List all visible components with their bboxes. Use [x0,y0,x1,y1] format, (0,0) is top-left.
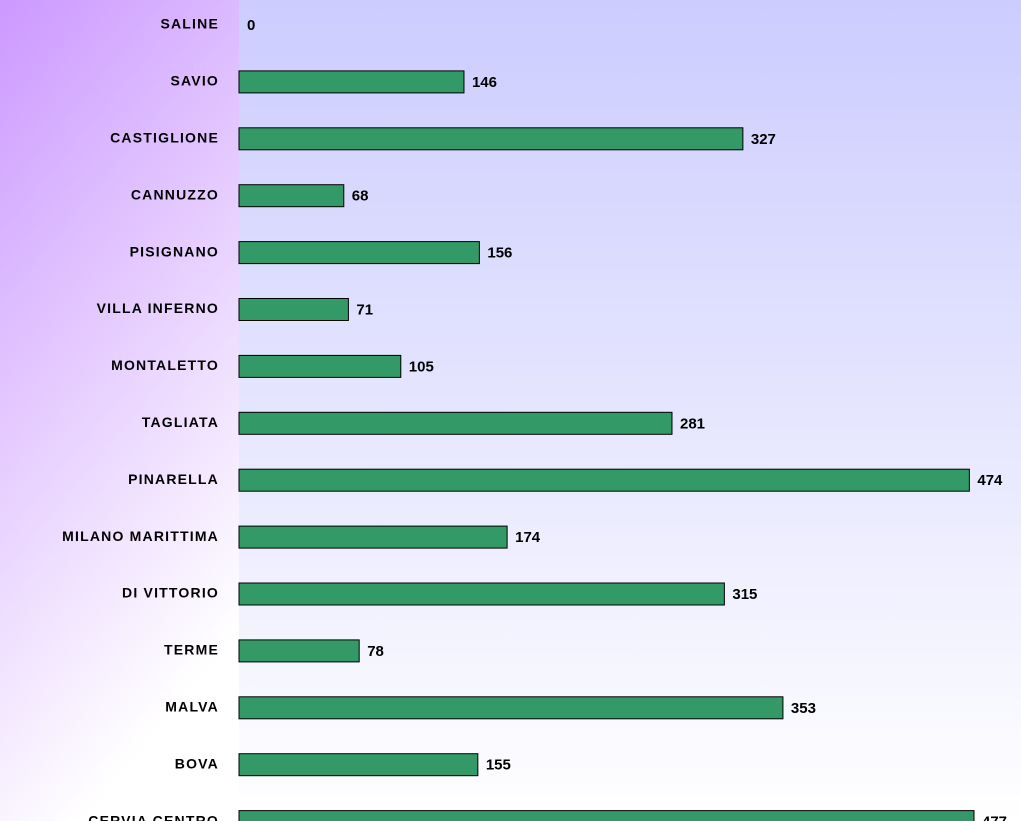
bar [238,696,784,720]
value-label: 174 [515,529,541,546]
value-label: 474 [977,472,1003,489]
value-label: 315 [732,586,757,603]
bar [238,70,465,94]
category-label: SALINE [160,16,219,32]
value-label: 281 [680,415,705,432]
category-label: MILANO MARITTIMA [62,528,219,544]
bar [238,184,345,208]
bar [238,753,479,777]
bar [238,354,402,378]
value-label: 105 [409,358,434,375]
bar [238,525,508,549]
value-label: 156 [487,245,512,262]
value-label: 68 [352,188,369,205]
category-label: SAVIO [170,73,219,89]
value-label: 146 [472,74,497,91]
bar [238,468,970,492]
category-label: MALVA [165,699,219,715]
value-label: 78 [367,643,384,660]
bar [238,639,360,663]
category-label: CANNUZZO [131,186,219,202]
value-label: 353 [791,700,816,717]
bar [238,411,673,435]
bar [238,127,744,151]
category-label: PISIGNANO [130,243,219,259]
category-label: BOVA [175,755,219,771]
value-label: 155 [486,757,511,774]
value-label: 477 [982,814,1007,821]
label-background [0,0,239,821]
category-label: TERME [164,642,219,658]
category-label: PINARELLA [128,471,219,487]
value-label: 71 [356,301,373,318]
category-label: CERVIA CENTRO [88,812,219,821]
category-label: DI VITTORIO [122,585,219,601]
bar [238,241,480,265]
bar [238,582,725,606]
category-label: CASTIGLIONE [110,130,219,146]
bar [238,298,349,321]
category-label: VILLA INFERNO [97,300,219,316]
bar [238,810,975,821]
category-label: TAGLIATA [142,414,219,430]
value-label: 327 [751,131,776,148]
category-label: MONTALETTO [111,357,219,373]
value-label: 0 [247,17,255,34]
